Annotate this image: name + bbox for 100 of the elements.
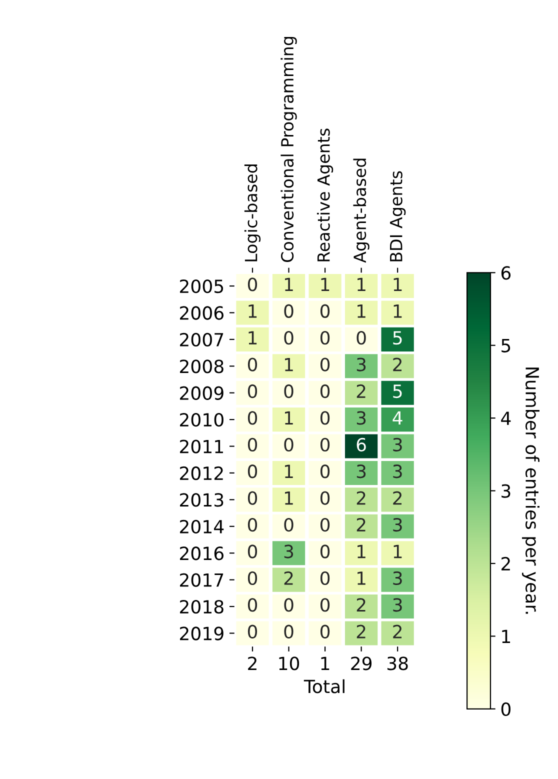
data-label: 1 [285,491,293,505]
data-label: 3 [393,464,402,478]
data-label: 2 [356,598,366,612]
y-tick-label: 2016 [180,546,224,560]
data-label: 1 [248,331,257,344]
data-label: 0 [284,518,294,532]
color-bar-label: 2 [502,556,510,570]
data-label: 2 [284,571,293,585]
color-bar-label: 0 [501,702,510,716]
color-bar-title: Number of entries per year. [522,368,540,614]
text: 1 [321,656,330,670]
data-label: 2 [356,624,366,638]
y-tick-label: 2013 [180,493,224,507]
text: 10 [279,656,300,670]
data-label: 0 [248,571,258,586]
y-tick-label: 2019 [180,626,224,640]
data-label: 0 [248,411,258,425]
x-tick-label: BDI Agents [390,171,406,262]
data-label: 6 [356,438,366,452]
y-tick-label: 2014 [180,520,224,534]
data-label: 0 [320,331,330,345]
data-label: 1 [358,278,366,291]
data-label: 0 [320,544,330,558]
data-label: 0 [284,598,294,612]
data-label: 1 [248,304,257,318]
data-label: 3 [393,438,402,452]
data-label: 0 [320,518,330,532]
data-label: 1 [394,544,402,558]
data-label: 5 [393,384,402,398]
y-tick-label: 2007 [180,332,224,347]
data-label: 2 [356,384,366,398]
data-label: 1 [394,304,402,318]
data-label: 0 [248,464,258,478]
data-label: 0 [284,438,294,452]
x-tick-label: Conventional Programming [280,36,297,262]
data-label: 2 [393,624,402,638]
data-label: 0 [248,491,258,505]
data-label: 1 [285,358,293,372]
data-label: 1 [285,278,293,291]
data-label: 2 [356,518,366,532]
data-label: 1 [285,411,293,425]
y-tick-label: 2010 [180,413,224,427]
data-label: 1 [285,464,293,478]
y-tick-label: 2011 [180,440,223,454]
y-tick-label: 2012 [180,466,223,480]
data-label: 0 [320,464,330,478]
data-label: 1 [358,544,366,558]
x-tick-label: Reactive Agents [316,128,334,262]
data-label: 0 [284,384,294,398]
data-label: 0 [356,331,366,345]
text: 2 [248,656,256,670]
data-label: 2 [393,491,402,505]
data-label: 0 [320,598,330,612]
data-label: 1 [394,278,402,291]
y-tick-label: 2017 [180,573,224,587]
data-label: 3 [356,411,366,425]
data-label: 3 [356,464,366,478]
data-label: 0 [248,544,258,558]
color-bar-label: 3 [502,484,510,498]
data-label: 2 [393,358,402,372]
color-bar-label: 6 [501,266,511,280]
data-label: 0 [248,518,258,532]
data-label: 1 [358,572,366,585]
data-label: 0 [320,304,330,318]
data-label: 0 [248,624,258,638]
data-label: 0 [248,358,258,372]
data-label: 0 [284,304,294,318]
data-label: 3 [393,598,402,612]
data-label: 5 [393,331,402,345]
data-label: 1 [321,278,330,291]
data-label: 0 [320,384,330,398]
data-label: 0 [320,358,330,372]
y-tick-label: 2008 [180,360,224,374]
data-label: 1 [358,304,366,318]
data-label: 0 [320,438,330,452]
color-bar-label: 1 [502,630,510,644]
data-label: 0 [284,331,294,345]
color-bar-label: 4 [501,412,511,425]
data-label: 0 [248,598,258,612]
y-tick-label: 2009 [180,386,224,400]
data-label: 3 [393,518,402,532]
data-label: 0 [248,384,258,398]
data-label: 4 [392,411,402,425]
x-tick-label: Agent-based [353,158,370,263]
data-label: 0 [320,491,330,505]
data-label: 3 [284,544,294,558]
y-tick-label: 2005 [180,279,224,294]
text: 29 [351,656,372,670]
text: 38 [387,656,408,670]
data-label: 2 [356,491,366,505]
data-label: 0 [284,624,294,638]
color-bar-label: 5 [502,339,510,352]
data-label: 3 [393,571,402,586]
data-label: 0 [320,624,330,638]
data-label: 0 [248,438,258,452]
data-label: 0 [320,571,330,586]
y-tick-label: 2006 [180,306,224,320]
y-tick-label: 2018 [180,600,224,614]
x-tick-label: Logic-based [244,164,261,262]
data-label: 0 [248,278,258,292]
